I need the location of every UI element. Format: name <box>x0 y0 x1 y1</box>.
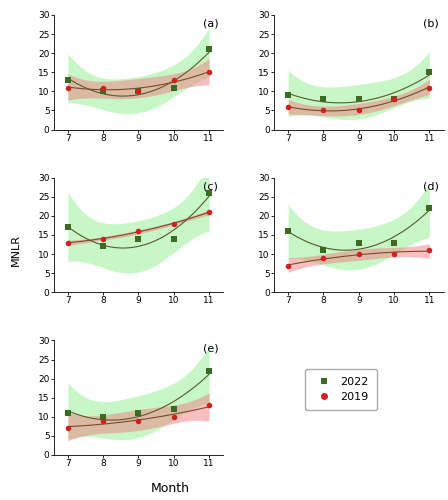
Point <box>320 106 327 114</box>
Text: (e): (e) <box>203 344 219 354</box>
Point <box>65 424 72 432</box>
Point <box>206 46 213 54</box>
Point <box>65 76 72 84</box>
Point <box>426 246 433 254</box>
Point <box>65 84 72 92</box>
Point <box>170 220 177 228</box>
Point <box>99 416 107 424</box>
Text: (b): (b) <box>423 18 439 28</box>
Point <box>170 235 177 243</box>
Point <box>206 208 213 216</box>
Point <box>135 227 142 235</box>
Point <box>135 235 142 243</box>
Point <box>99 242 107 250</box>
Point <box>426 68 433 76</box>
Text: (c): (c) <box>203 181 218 191</box>
Point <box>99 235 107 243</box>
Point <box>170 76 177 84</box>
Point <box>65 409 72 417</box>
Point <box>65 224 72 232</box>
Point <box>170 413 177 421</box>
Point <box>355 95 362 103</box>
Point <box>426 84 433 92</box>
Point <box>135 88 142 96</box>
Point <box>355 238 362 246</box>
Point <box>99 84 107 92</box>
Point <box>284 102 292 110</box>
Point <box>391 238 398 246</box>
Point <box>99 413 107 421</box>
Point <box>99 88 107 96</box>
Point <box>391 95 398 103</box>
Point <box>206 402 213 409</box>
Point <box>391 95 398 103</box>
Point <box>355 250 362 258</box>
Point <box>284 262 292 270</box>
Point <box>170 405 177 413</box>
Point <box>206 367 213 375</box>
Text: (a): (a) <box>203 18 219 28</box>
Point <box>320 254 327 262</box>
Text: (d): (d) <box>423 181 439 191</box>
Point <box>320 95 327 103</box>
Point <box>355 106 362 114</box>
Text: MNLR: MNLR <box>11 234 21 266</box>
Text: Month: Month <box>151 482 190 496</box>
Point <box>65 238 72 246</box>
Point <box>391 250 398 258</box>
Point <box>135 416 142 424</box>
Point <box>206 189 213 197</box>
Point <box>284 227 292 235</box>
Point <box>135 88 142 96</box>
Point <box>284 91 292 99</box>
Point <box>170 84 177 92</box>
Legend: 2022, 2019: 2022, 2019 <box>305 369 377 410</box>
Point <box>320 246 327 254</box>
Point <box>135 409 142 417</box>
Point <box>426 204 433 212</box>
Point <box>206 68 213 76</box>
